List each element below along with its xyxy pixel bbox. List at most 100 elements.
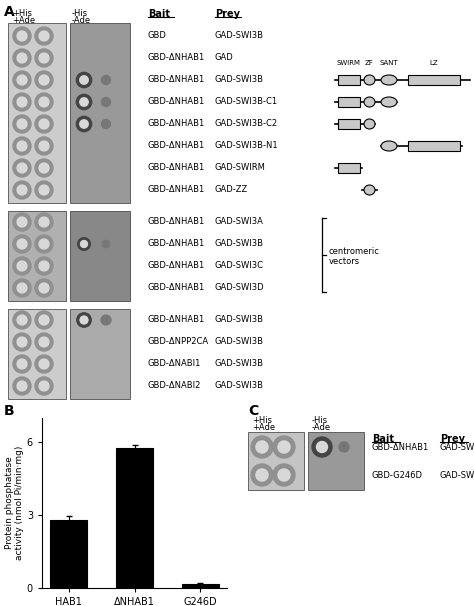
Circle shape <box>39 315 49 325</box>
Bar <box>182 584 219 588</box>
Circle shape <box>17 337 27 347</box>
Text: vectors: vectors <box>329 256 360 265</box>
Circle shape <box>13 159 31 177</box>
Circle shape <box>35 279 53 297</box>
Circle shape <box>273 436 295 458</box>
Text: GBD-ΔNHAB1: GBD-ΔNHAB1 <box>372 442 429 451</box>
Circle shape <box>35 311 53 329</box>
Circle shape <box>39 381 49 391</box>
Text: GBD-ΔNHAB1: GBD-ΔNHAB1 <box>148 284 205 293</box>
Bar <box>408 75 460 85</box>
Circle shape <box>13 279 31 297</box>
Circle shape <box>35 333 53 351</box>
Text: GBD: GBD <box>148 32 167 41</box>
Circle shape <box>76 116 91 132</box>
Bar <box>308 432 364 490</box>
Circle shape <box>251 464 273 486</box>
Text: GAD-SWI3B: GAD-SWI3B <box>215 32 264 41</box>
Text: GAD-SWI3D: GAD-SWI3D <box>215 284 264 293</box>
Circle shape <box>13 71 31 89</box>
Text: Bait: Bait <box>148 9 170 19</box>
Circle shape <box>39 217 49 227</box>
Circle shape <box>17 53 27 63</box>
Circle shape <box>35 159 53 177</box>
Text: GAD-SWI3B: GAD-SWI3B <box>215 239 264 248</box>
Circle shape <box>39 359 49 369</box>
Circle shape <box>13 333 31 351</box>
Text: GBD-ΔNABI1: GBD-ΔNABI1 <box>148 359 201 368</box>
Text: GAD-SWI3B-C2: GAD-SWI3B-C2 <box>215 119 278 128</box>
Circle shape <box>39 119 49 129</box>
Circle shape <box>35 235 53 253</box>
Circle shape <box>78 238 91 250</box>
Bar <box>338 75 360 85</box>
Text: GBD-ΔNHAB1: GBD-ΔNHAB1 <box>148 53 205 62</box>
Circle shape <box>317 442 328 453</box>
Bar <box>338 97 360 107</box>
Text: GAD-SWI3B: GAD-SWI3B <box>440 442 474 451</box>
Circle shape <box>35 257 53 275</box>
Circle shape <box>39 283 49 293</box>
Ellipse shape <box>381 75 397 85</box>
Text: GAD-SWIRM: GAD-SWIRM <box>215 164 266 173</box>
Text: GAD: GAD <box>215 53 234 62</box>
Bar <box>338 163 360 173</box>
Text: GAD-SWI3B-C1: GAD-SWI3B-C1 <box>215 98 278 107</box>
Text: ZF: ZF <box>365 60 374 66</box>
Circle shape <box>17 75 27 85</box>
Text: GBD-ΔNHAB1: GBD-ΔNHAB1 <box>148 218 205 227</box>
Text: GAD-SWI3B: GAD-SWI3B <box>215 382 264 390</box>
Circle shape <box>13 181 31 199</box>
Circle shape <box>35 181 53 199</box>
Circle shape <box>17 97 27 107</box>
Text: GAD-SWI3B: GAD-SWI3B <box>215 359 264 368</box>
Text: Prey: Prey <box>440 434 465 444</box>
Circle shape <box>13 311 31 329</box>
Circle shape <box>35 213 53 231</box>
Bar <box>70 211 130 301</box>
Bar <box>50 520 87 588</box>
Circle shape <box>35 49 53 67</box>
Circle shape <box>39 163 49 173</box>
Circle shape <box>80 120 88 128</box>
Circle shape <box>39 337 49 347</box>
Circle shape <box>35 71 53 89</box>
Ellipse shape <box>364 119 375 129</box>
Circle shape <box>76 72 91 88</box>
Circle shape <box>77 313 91 327</box>
Bar <box>70 23 130 203</box>
Text: GBD-ΔNHAB1: GBD-ΔNHAB1 <box>148 185 205 195</box>
Bar <box>8 309 66 399</box>
Text: GBD-ΔNHAB1: GBD-ΔNHAB1 <box>148 98 205 107</box>
Circle shape <box>13 257 31 275</box>
Bar <box>8 211 66 301</box>
Text: GBD-ΔNHAB1: GBD-ΔNHAB1 <box>148 239 205 248</box>
Circle shape <box>278 469 290 481</box>
Circle shape <box>17 315 27 325</box>
Circle shape <box>17 261 27 271</box>
Circle shape <box>17 359 27 369</box>
Circle shape <box>13 49 31 67</box>
Bar <box>116 448 153 588</box>
Circle shape <box>13 93 31 111</box>
Circle shape <box>13 137 31 155</box>
Bar <box>408 141 460 151</box>
Text: centromeric: centromeric <box>329 247 380 256</box>
Circle shape <box>80 76 88 84</box>
Circle shape <box>17 217 27 227</box>
Circle shape <box>273 464 295 486</box>
Circle shape <box>39 31 49 41</box>
Text: GAD-SWI3B-N1: GAD-SWI3B-N1 <box>215 141 279 150</box>
Circle shape <box>39 97 49 107</box>
Text: GBD-ΔNPP2CA: GBD-ΔNPP2CA <box>148 338 209 347</box>
Text: SWIRM: SWIRM <box>337 60 361 66</box>
Circle shape <box>13 355 31 373</box>
Text: LZ: LZ <box>429 60 438 66</box>
Circle shape <box>17 31 27 41</box>
Text: GBD-ΔNABI2: GBD-ΔNABI2 <box>148 382 201 390</box>
Circle shape <box>101 315 111 325</box>
Circle shape <box>13 377 31 395</box>
Circle shape <box>17 119 27 129</box>
Text: GBD-ΔNHAB1: GBD-ΔNHAB1 <box>148 164 205 173</box>
Text: +His: +His <box>12 9 32 18</box>
